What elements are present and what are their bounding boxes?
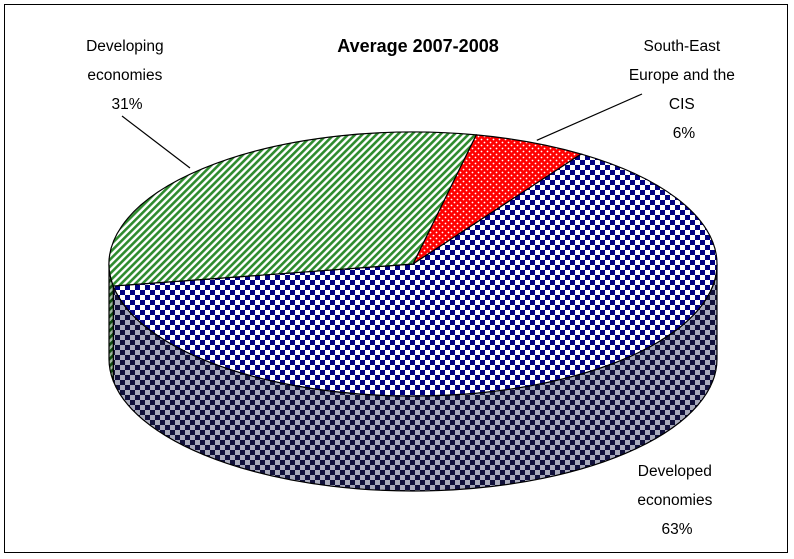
slice-label-developing-economies: Developing economies 31% (86, 38, 168, 113)
pie-slice-2 (108, 131, 478, 287)
leader-line-south-east-europe (536, 93, 643, 141)
leader-line-developing-economies (121, 115, 191, 169)
slice-label-south-east-europe: South-East Europe and the CIS 6% (629, 38, 739, 142)
pie-slice-1 (112, 153, 718, 397)
slice-label-developed-economies: Developed economies 63% (637, 463, 716, 538)
pie-tops (108, 131, 718, 397)
leader-lines (121, 93, 643, 169)
chart-title: Average 2007-2008 (337, 36, 498, 56)
